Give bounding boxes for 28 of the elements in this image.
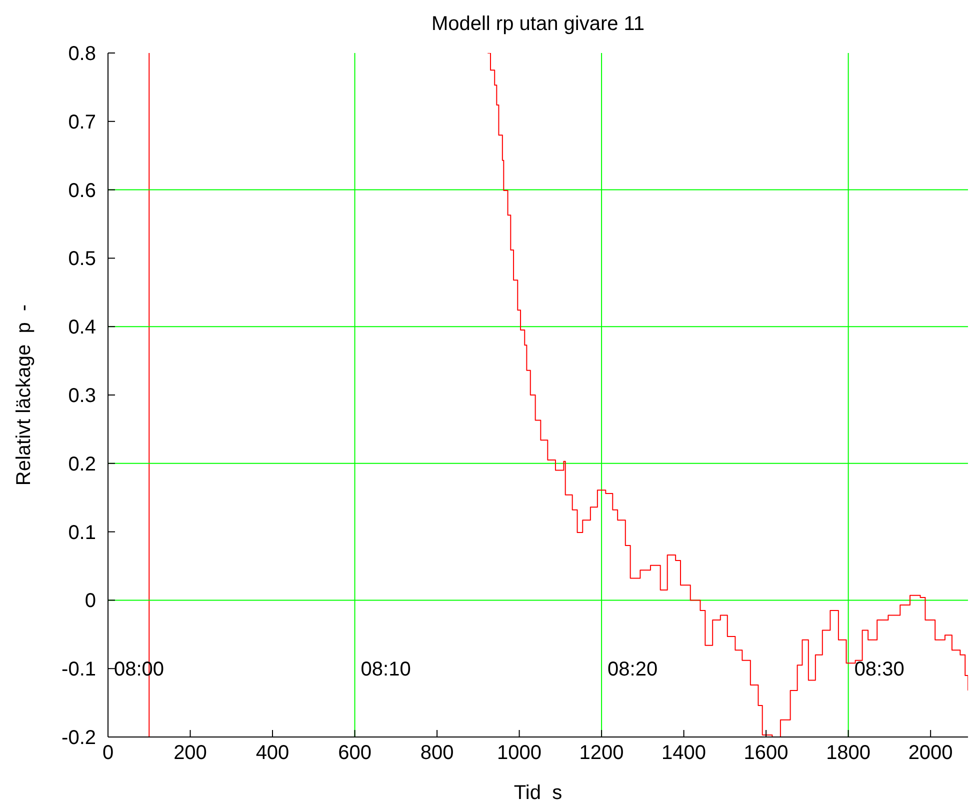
x-tick-label: 800 — [420, 742, 454, 764]
x-tick-label: 1000 — [497, 742, 542, 764]
y-tick-label: 0.2 — [68, 453, 96, 476]
x-tick-label: 1400 — [662, 742, 706, 764]
y-tick-label: 0 — [84, 590, 96, 612]
annotation: 08:20 — [608, 658, 658, 681]
y-tick-label: 0.7 — [68, 111, 96, 134]
x-tick-label: 2000 — [908, 742, 953, 764]
x-tick-label: 400 — [256, 742, 290, 764]
x-tick-label: 1800 — [826, 742, 871, 764]
x-tick-label: 600 — [338, 742, 372, 764]
annotation: 08:30 — [854, 658, 904, 681]
y-tick-label: 0.3 — [68, 385, 96, 407]
x-tick-label: 1200 — [579, 742, 624, 764]
x-tick-label: 0 — [102, 742, 114, 764]
x-tick-label: 200 — [174, 742, 207, 764]
x-axis-title: Tid s — [514, 782, 562, 804]
y-tick-label: -0.1 — [62, 658, 96, 681]
chart-title: Modell rp utan givare 11 — [431, 13, 645, 35]
y-tick-label: 0.5 — [68, 248, 96, 270]
x-tick-label: 1600 — [744, 742, 788, 764]
y-tick-label: 0.4 — [68, 316, 96, 339]
y-tick-label: 0.1 — [68, 522, 96, 544]
y-tick-label: 0.6 — [68, 180, 96, 202]
y-tick-label: 0.8 — [68, 43, 96, 65]
y-tick-label: -0.2 — [62, 727, 96, 749]
y-axis-title: Relativt läckage p - — [13, 304, 35, 486]
annotation: 08:10 — [360, 658, 411, 681]
